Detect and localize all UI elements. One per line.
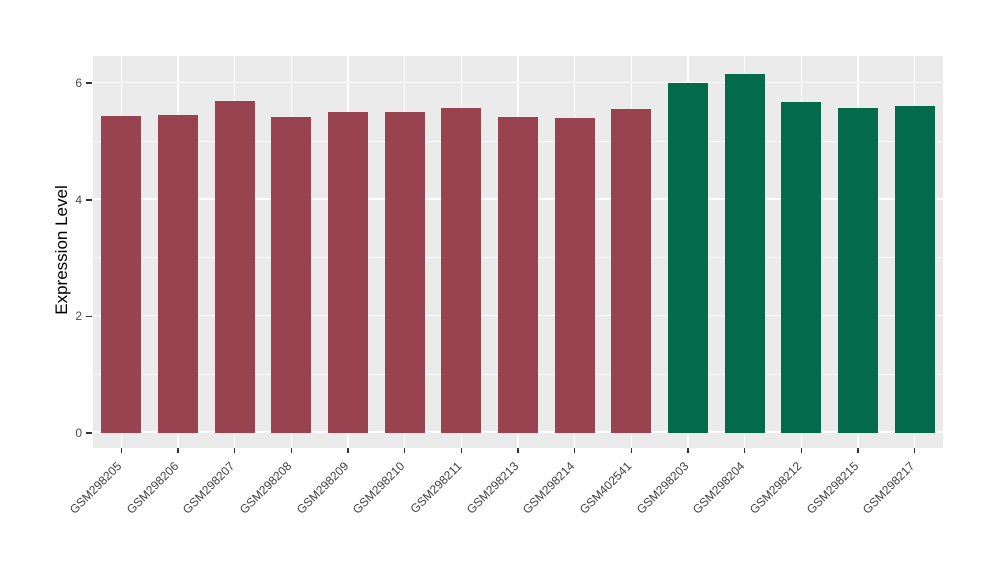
x-tick-label-text: GSM298213 [463, 459, 521, 517]
bar [101, 116, 142, 433]
x-tick-label-text: GSM298208 [236, 459, 295, 517]
x-tick-label-text: GSM298207 [180, 459, 238, 517]
x-axis-tick-mark [403, 448, 406, 453]
x-axis-tick-mark [687, 448, 689, 453]
bar [894, 105, 935, 433]
x-axis-tick-mark [233, 448, 236, 453]
bar [328, 111, 368, 433]
x-axis-tick-mark [857, 448, 859, 453]
bar [441, 107, 482, 433]
x-tick-label-text: GSM298215 [803, 459, 861, 517]
y-axis-tick-mark [86, 82, 92, 84]
bar [384, 112, 425, 433]
bar [724, 74, 765, 433]
y-tick-label: 4 [75, 192, 82, 207]
y-axis-tick-mark [86, 432, 92, 434]
bar [781, 101, 822, 433]
y-axis-tick-mark [86, 315, 92, 318]
y-tick-label: 2 [75, 309, 82, 324]
x-tick-label-text: GSM298217 [860, 459, 918, 517]
bar [498, 117, 538, 433]
y-tick-label: 6 [75, 76, 82, 91]
x-axis-tick-mark [177, 448, 179, 453]
x-axis-tick-mark [630, 448, 633, 453]
x-axis-tick-mark [913, 448, 916, 453]
x-tick-label-text: GSM298211 [407, 459, 465, 516]
x-tick-label-text: GSM298214 [520, 459, 578, 517]
x-axis-tick-mark [743, 448, 746, 453]
bar [838, 107, 878, 433]
x-axis-tick-mark [517, 448, 519, 453]
bar [271, 117, 312, 433]
y-tick-label: 0 [75, 426, 82, 440]
x-tick-label-text: GSM298210 [350, 459, 408, 517]
x-axis-tick-mark [120, 448, 123, 453]
plot-panel [93, 56, 943, 448]
x-tick-label-text: GSM298204 [690, 459, 748, 517]
x-axis-tick-mark [800, 448, 803, 453]
bar [158, 114, 198, 433]
x-tick-label-text: GSM298209 [293, 459, 351, 517]
x-tick-label-text: GSM298212 [746, 459, 805, 517]
bar [611, 109, 652, 433]
x-axis-tick-mark [573, 448, 576, 453]
bar [554, 118, 595, 433]
x-axis-tick-mark [460, 448, 463, 453]
x-axis-tick-mark [290, 448, 293, 453]
y-axis-tick-mark [86, 199, 92, 201]
bar [214, 100, 255, 433]
x-tick-label-text: GSM402541 [576, 459, 635, 517]
x-tick-label-text: GSM298205 [66, 459, 125, 517]
x-tick-label-text: GSM298203 [633, 459, 691, 517]
bar [668, 82, 708, 433]
x-tick-label-text: GSM298206 [123, 459, 181, 517]
x-axis-tick-mark [347, 448, 349, 453]
